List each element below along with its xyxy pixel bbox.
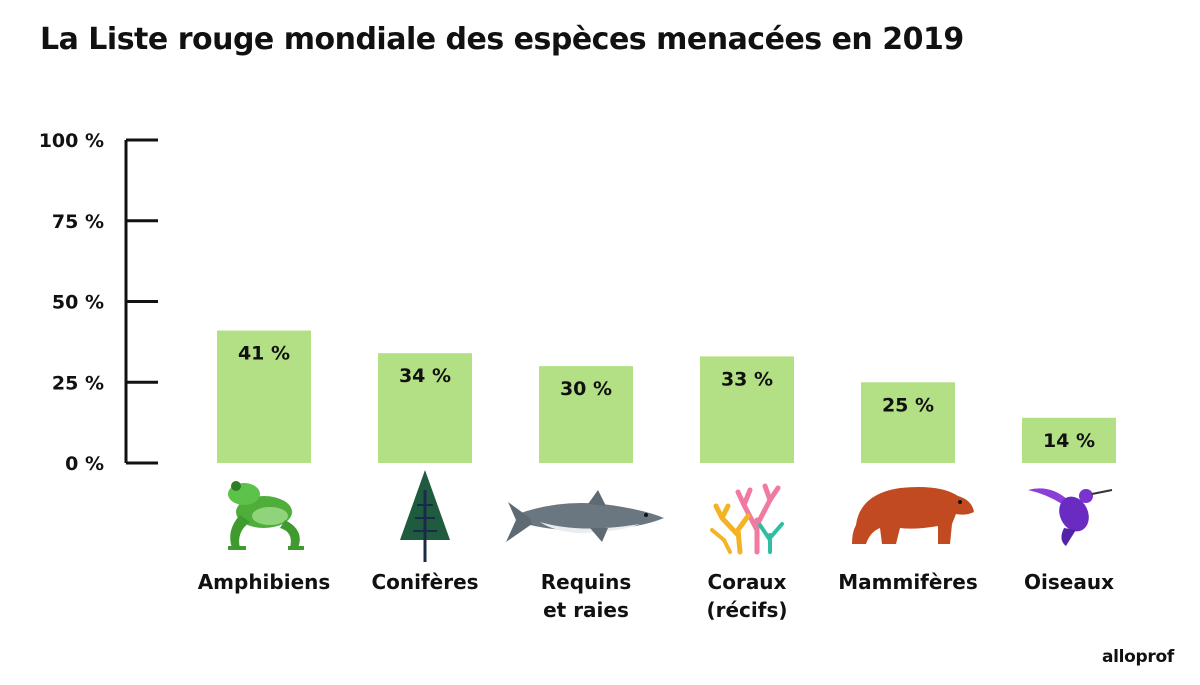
bar: [539, 366, 633, 463]
bars: 41 % 34 % 30 % 33 % 25 % 14 %: [217, 330, 1116, 463]
bar: [217, 330, 311, 463]
conifer-tree-icon: [400, 470, 450, 562]
coral-icon: [710, 483, 784, 555]
bar: [1022, 417, 1116, 463]
y-tick-label: 50 %: [52, 292, 104, 314]
y-tick-label: 0 %: [65, 453, 104, 475]
bar: [700, 356, 794, 463]
category-label: Coraux: [708, 570, 787, 594]
category-label: Amphibiens: [198, 570, 331, 594]
chart-title: La Liste rouge mondiale des espèces mena…: [40, 22, 964, 57]
category-label: Requins: [541, 570, 632, 594]
category-label: Conifères: [371, 570, 478, 594]
y-tick-label: 25 %: [52, 372, 104, 394]
bar: [378, 353, 472, 463]
hummingbird-icon: [1028, 488, 1113, 546]
y-tick-label: 100 %: [39, 130, 104, 152]
bar-value-label: 30 %: [560, 378, 612, 400]
category-icons: [228, 470, 1113, 562]
shark-icon: [506, 490, 664, 542]
y-axis-ticks: 0 % 25 % 50 % 75 % 100 %: [39, 130, 158, 475]
bar-value-label: 14 %: [1043, 430, 1095, 452]
brand-logo-text: alloprof: [1101, 647, 1174, 667]
y-tick-label: 75 %: [52, 211, 104, 233]
category-label: Oiseaux: [1024, 570, 1114, 594]
frog-icon: [228, 481, 304, 550]
bar-value-label: 34 %: [399, 365, 451, 387]
bear-icon: [852, 487, 974, 544]
x-axis-labels: Amphibiens Conifères Requins et raies Coraux…: [198, 570, 1114, 622]
bar-value-label: 41 %: [238, 343, 290, 365]
bar-value-label: 33 %: [721, 368, 773, 390]
bar: [861, 382, 955, 463]
category-label: (récifs): [706, 598, 787, 622]
category-label: et raies: [543, 598, 629, 622]
category-label: Mammifères: [838, 570, 978, 594]
bar-value-label: 25 %: [882, 394, 934, 416]
